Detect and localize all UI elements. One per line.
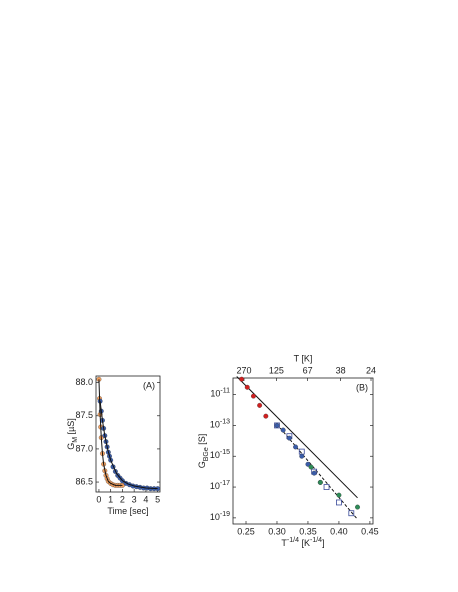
point	[317, 479, 323, 485]
y-tick-label: 10-15	[210, 449, 230, 461]
point	[239, 376, 245, 382]
point	[305, 461, 311, 467]
x-tick-label: 0	[96, 494, 101, 504]
point	[280, 427, 286, 433]
x-axis-title-end: ]	[322, 538, 325, 548]
x2-tick-label: 24	[366, 365, 376, 375]
fit-line	[236, 376, 358, 499]
point	[336, 492, 342, 498]
x-tick-label: 4	[143, 494, 148, 504]
y-tick-label: 10-17	[210, 480, 230, 492]
point	[348, 510, 355, 517]
fit-line	[98, 379, 123, 486]
y-tick-label: 10-11	[210, 387, 230, 399]
x-tick-label: 0.25	[237, 526, 255, 536]
point	[355, 504, 360, 510]
y-tick-label: 87.5	[75, 410, 93, 420]
y-axis-title-sub: M	[72, 437, 79, 443]
plot-frame	[95, 375, 161, 493]
x-tick-label: 5	[155, 494, 160, 504]
point	[299, 453, 305, 459]
y-axis-title-sub: BGe	[203, 447, 210, 461]
point	[323, 484, 330, 490]
y-tick-label: 87.0	[75, 443, 93, 453]
panel-label: (A)	[143, 380, 155, 390]
panel-label: (B)	[356, 382, 368, 392]
x-tick-label: 0.40	[330, 526, 348, 536]
x-tick-label: 2	[120, 494, 125, 504]
point	[336, 499, 342, 506]
series-group	[236, 376, 360, 520]
y-tick-label: 86.5	[75, 476, 93, 486]
x-axis-title: Time [sec]	[107, 506, 148, 516]
x-axis-title-sup: -1/4	[287, 537, 299, 544]
x-axis-title-main: Time [sec]	[107, 506, 148, 516]
y-axis-title: GM [µS]	[66, 418, 78, 450]
x-axis-title-unit: [K	[299, 538, 310, 548]
plot-frame	[232, 377, 374, 525]
x-tick-label: 3	[132, 494, 137, 504]
y-tick-label: 10-13	[210, 418, 230, 430]
y-axis-title-unit: [S]	[197, 434, 207, 448]
y-axis-title-main: G	[66, 443, 76, 450]
y-axis-title-main: G	[197, 461, 207, 468]
point	[263, 413, 269, 419]
point	[244, 384, 250, 390]
y-tick-label: 10-19	[210, 511, 230, 523]
x2-tick-label: 38	[336, 365, 346, 375]
x-tick-label: 0.45	[361, 526, 379, 536]
point	[286, 435, 292, 441]
series-group	[96, 376, 161, 492]
point	[257, 402, 263, 408]
point	[311, 470, 317, 476]
point	[250, 393, 256, 399]
point	[274, 422, 280, 428]
y-axis-title: GBGe [S]	[197, 434, 209, 469]
x-axis-title: T-1/4 [K-1/4]	[281, 537, 324, 549]
x2-axis-title: T [K]	[294, 353, 313, 363]
point	[308, 464, 314, 470]
y-axis-title-unit: [µS]	[66, 418, 76, 437]
fit-line	[99, 401, 158, 490]
point	[274, 422, 280, 429]
x-axis-title-unit-sup: -1/4	[310, 537, 322, 544]
y-tick-label: 88.0	[75, 377, 93, 387]
x-tick-label: 1	[108, 494, 113, 504]
x2-tick-label: 67	[303, 365, 313, 375]
x-axis-title-main: T	[281, 538, 287, 548]
point	[293, 444, 299, 450]
x2-tick-label: 270	[236, 365, 251, 375]
x2-tick-label: 125	[269, 365, 284, 375]
x-tick-label: 0.30	[268, 526, 286, 536]
x-tick-label: 0.35	[299, 526, 317, 536]
